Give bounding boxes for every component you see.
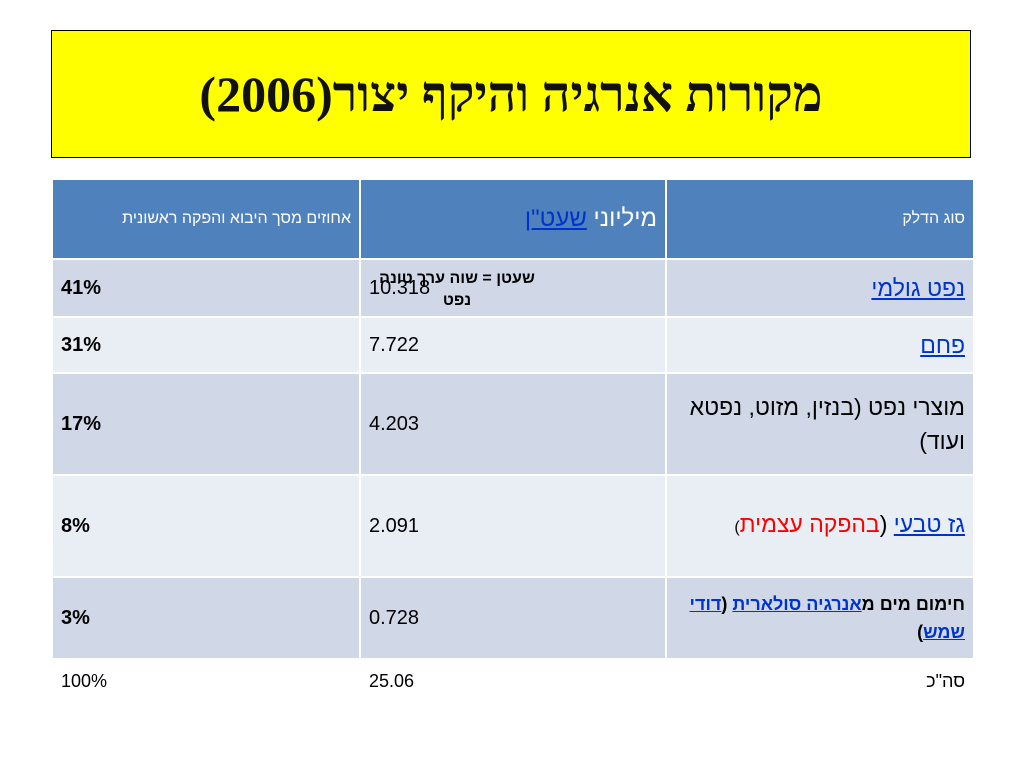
self-production-text: בהפקה עצמית (739, 511, 880, 537)
table-row: חימום מים מאנרגיה סולארית (דודי שמש) 0.7… (51, 576, 975, 660)
water-heating-text: חימום מים מ (861, 594, 965, 614)
percent-cell: 3% (51, 576, 361, 660)
total-row: סה"כ 25.06 100% (51, 658, 975, 704)
table-row: מוצרי נפט (בנזין, מזוט, נפטא ועוד) 4.203… (51, 372, 975, 476)
total-value: 25.06 (359, 658, 667, 704)
crude-oil-link[interactable]: נפט גולמי (871, 275, 965, 301)
value-text: 10.318 (369, 276, 431, 299)
paren-close: ) (917, 622, 924, 642)
total-percent: 100% (51, 658, 361, 704)
percent-cell: 8% (51, 474, 361, 578)
header-fuel-type: סוג הדלק (665, 178, 975, 260)
paren-open: ( (721, 594, 733, 614)
paren-open: ( (879, 511, 894, 537)
table-row: פחם 7.722 31% (51, 316, 975, 374)
fuel-cell: מוצרי נפט (בנזין, מזוט, נפטא ועוד) (665, 372, 975, 476)
value-cell: 7.722 (359, 316, 667, 374)
energy-table: סוג הדלק מיליוני שעט"ן אחוזים מסך היבוא … (51, 178, 975, 704)
header-toe-link[interactable]: שעט"ן (524, 205, 587, 232)
fuel-cell: חימום מים מאנרגיה סולארית (דודי שמש) (665, 576, 975, 660)
value-cell: שעטן = שוה ערך טונה נפט 10.318 (359, 258, 667, 318)
table-header-row: סוג הדלק מיליוני שעט"ן אחוזים מסך היבוא … (51, 178, 975, 260)
fuel-cell: נפט גולמי (665, 258, 975, 318)
percent-cell: 41% (51, 258, 361, 318)
toe-note: שעטן = שוה ערך טונה נפט (379, 270, 535, 309)
header-millions: מיליוני שעט"ן (359, 178, 667, 260)
solar-heaters-link[interactable]: דודי שמש (689, 594, 965, 642)
fuel-cell: פחם (665, 316, 975, 374)
header-millions-label: מיליוני (586, 205, 658, 232)
fuel-cell: גז טבעי (בהפקה עצמית) (665, 474, 975, 578)
title-banner: מקורות אנרגיה והיקף יצור(2006) (51, 30, 971, 158)
value-cell: 2.091 (359, 474, 667, 578)
header-percent: אחוזים מסך היבוא והפקה ראשונית (51, 178, 361, 260)
value-cell: 4.203 (359, 372, 667, 476)
solar-energy-link[interactable]: אנרגיה סולארית (732, 594, 862, 614)
paren-close: ) (734, 519, 740, 536)
percent-cell: 17% (51, 372, 361, 476)
natural-gas-link[interactable]: גז טבעי (893, 511, 965, 537)
table-row: גז טבעי (בהפקה עצמית) 2.091 8% (51, 474, 975, 578)
page-title: מקורות אנרגיה והיקף יצור(2006) (199, 66, 823, 122)
value-cell: 0.728 (359, 576, 667, 660)
coal-link[interactable]: פחם (920, 332, 965, 358)
total-label: סה"כ (665, 658, 975, 704)
percent-cell: 31% (51, 316, 361, 374)
table-row: נפט גולמי שעטן = שוה ערך טונה נפט 10.318… (51, 258, 975, 318)
